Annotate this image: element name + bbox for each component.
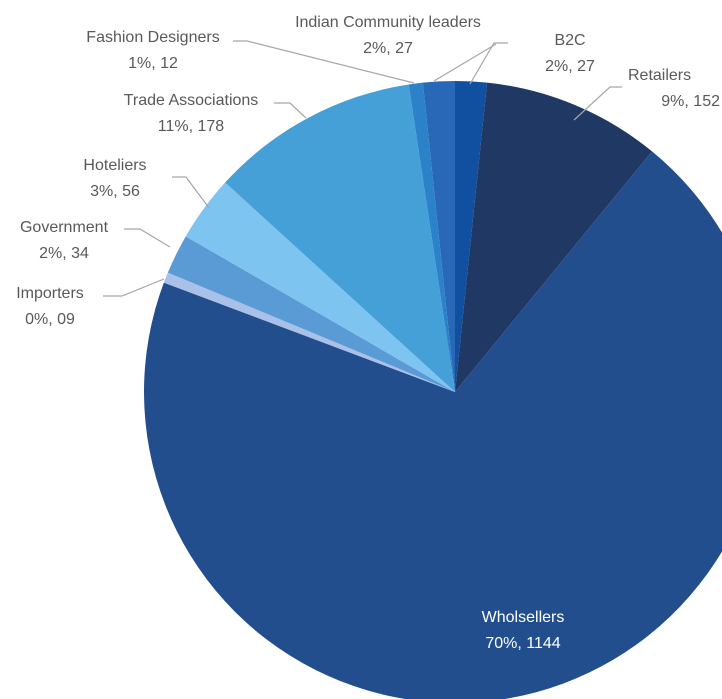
slice-label-name: Retailers (628, 67, 691, 84)
leader-line (274, 102, 307, 119)
pie-slice-trade-associations (225, 84, 455, 392)
slice-labels: B2C 2%, 27 Retailers 9%, 152 Wholsellers 70%,… (16, 14, 720, 652)
slice-label-value: 3%, 56 (90, 183, 140, 200)
pie-slice-indian-community-leaders (422, 80, 455, 392)
leader-line (233, 40, 415, 84)
slice-label-name: Fashion Designers (86, 29, 219, 46)
pie-slice-wholsellers (144, 151, 722, 699)
slice-label-name: Trade Associations (124, 92, 259, 109)
slice-label-value: 1%, 12 (128, 55, 178, 72)
leader-line (124, 228, 171, 248)
pie-slice-government (167, 236, 455, 392)
slice-label-value: 2%, 27 (545, 58, 595, 75)
slice-label-value: 70%, 1144 (485, 635, 560, 652)
slice-label-name: Importers (16, 285, 84, 302)
pie-slice-b2c (455, 80, 488, 392)
leader-line (103, 278, 165, 297)
leader-line (469, 42, 508, 85)
leader-lines (103, 40, 622, 297)
pie-slices (144, 80, 722, 699)
pie-slice-hoteliers (185, 182, 455, 392)
slice-label-value: 11%, 178 (158, 118, 225, 135)
slice-label-name: Indian Community leaders (295, 14, 481, 31)
pie-slice-retailers (455, 82, 653, 392)
slice-label-value: 9%, 152 (661, 93, 720, 110)
slice-label-value: 0%, 09 (25, 311, 75, 328)
leader-line (573, 86, 622, 121)
pie-slice-fashion-designers (408, 82, 455, 392)
slice-label-name: Hoteliers (83, 157, 146, 174)
leader-line (433, 43, 497, 82)
slice-label-name: Wholsellers (482, 609, 565, 626)
slice-label-name: Government (20, 219, 109, 236)
slice-label-value: 2%, 27 (363, 40, 413, 57)
leader-line (172, 176, 210, 209)
slice-label-name: B2C (554, 32, 585, 49)
pie-slice-importers (163, 272, 455, 392)
slice-label-value: 2%, 34 (39, 245, 89, 262)
